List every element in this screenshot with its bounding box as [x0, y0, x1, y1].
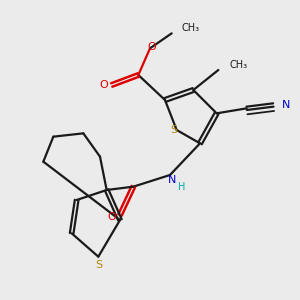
Text: CH₃: CH₃ — [230, 60, 248, 70]
Text: O: O — [99, 80, 108, 90]
Text: CH₃: CH₃ — [182, 23, 200, 33]
Text: H: H — [178, 182, 185, 192]
Text: N: N — [282, 100, 290, 110]
Text: S: S — [170, 125, 177, 135]
Text: O: O — [107, 212, 116, 222]
Text: S: S — [95, 260, 102, 270]
Text: N: N — [167, 175, 176, 185]
Text: O: O — [147, 42, 156, 52]
